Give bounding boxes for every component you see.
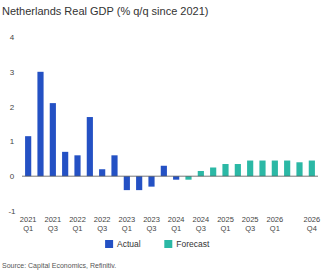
x-tick-label-line: 2021 [44,215,61,224]
x-tick-label: 2023Q1 [118,215,135,233]
x-tick-label-line: 2022 [94,215,111,224]
x-tick-label-line: Q1 [122,224,132,233]
x-tick-label-line: 2024 [192,215,209,224]
x-tick-label: 2025Q1 [217,215,234,233]
title: Netherlands Real GDP (% q/q since 2021) [2,5,208,17]
bar [259,161,265,177]
x-tick-label: 2022Q3 [94,215,111,233]
x-tick-label-line: Q1 [171,224,181,233]
x-tick-label: 2024Q1 [168,215,185,233]
y-tick-label: 2 [10,103,15,112]
x-tick-label-line: 2025 [242,215,259,224]
x-tick-label: 2026Q1 [266,215,283,233]
bar [198,171,204,176]
x-tick-label-line: 2021 [20,215,37,224]
bar [210,168,216,177]
bar [99,169,105,176]
bar [136,176,142,190]
bar [25,136,31,176]
y-tick-label: 0 [10,172,15,181]
x-tick-label-line: 2023 [143,215,160,224]
chart: Netherlands Real GDP (% q/q since 2021) -… [0,0,325,273]
x-tick-label: 2023Q3 [143,215,160,233]
bar [296,162,302,176]
bar [87,117,93,176]
bar [111,155,117,176]
bar [309,161,315,177]
y-tick-label: 4 [10,33,15,42]
bar [222,164,228,176]
x-tick-label-line: Q1 [72,224,82,233]
bar [50,103,56,176]
bar [62,152,68,176]
legend-swatch [164,240,172,248]
y-tick-label: 1 [10,137,15,146]
x-tick-label-line: Q3 [245,224,255,233]
source: Source: Capital Economics, Refinitiv. [2,262,116,270]
x-tick-label-line: Q3 [146,224,156,233]
x-tick-label-line: Q1 [220,224,230,233]
bar [74,155,80,176]
x-tick-label: 2026Q4 [303,215,320,233]
x-tick-label: 2021Q3 [44,215,61,233]
bar [284,161,290,177]
x-tick-label-line: 2026 [266,215,283,224]
bar [173,176,179,179]
x-tick-label: 2021Q1 [20,215,37,233]
bar [235,164,241,176]
bar [185,176,191,179]
x-axis-line [22,176,318,177]
plot-area [25,72,315,190]
legend-label: Actual [117,239,141,249]
bar [272,161,278,177]
bar [124,176,130,190]
y-tick-label: -1 [8,207,16,216]
x-tick-label: 2025Q3 [242,215,259,233]
bar [148,176,154,186]
x-tick-label-line: 2023 [118,215,135,224]
x-tick-label-line: Q3 [196,224,206,233]
x-tick-label: 2024Q3 [192,215,209,233]
x-tick-label-line: Q4 [307,224,317,233]
x-tick-label-line: 2026 [303,215,320,224]
x-tick-label: 2022Q1 [69,215,86,233]
x-tick-label-line: 2022 [69,215,86,224]
bar [37,72,43,176]
legend-swatch [105,240,113,248]
x-tick-label-line: 2024 [168,215,185,224]
legend-label: Forecast [176,239,210,249]
x-tick-label-line: Q3 [48,224,58,233]
x-tick-label-line: Q1 [270,224,280,233]
x-tick-label-line: Q1 [23,224,33,233]
bar [161,166,167,176]
x-tick-label-line: Q3 [97,224,107,233]
y-tick-label: 3 [10,68,15,77]
bar [247,161,253,177]
x-tick-label-line: 2025 [217,215,234,224]
